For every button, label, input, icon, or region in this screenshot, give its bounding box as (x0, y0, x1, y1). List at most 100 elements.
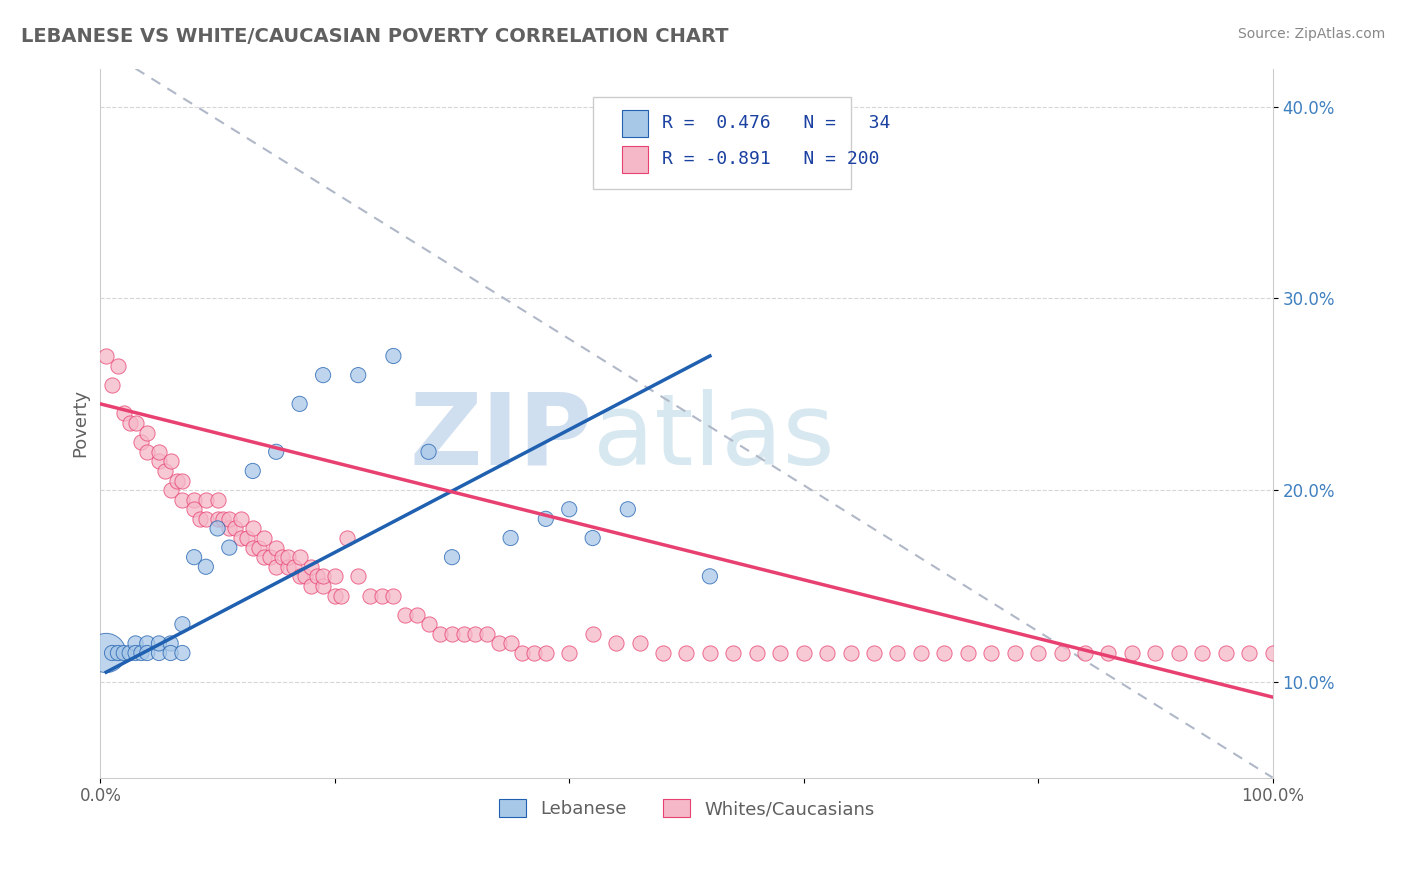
FancyBboxPatch shape (593, 97, 851, 189)
Point (335, 531, 357, 545)
Point (294, 569, 316, 583)
Point (347, 368, 370, 383)
Point (136, 425, 159, 440)
Point (582, 531, 605, 545)
Point (159, 454, 181, 468)
Text: atlas: atlas (593, 389, 834, 486)
Point (723, 646, 745, 660)
Point (253, 531, 276, 545)
Point (1074, 646, 1097, 660)
Point (558, 646, 581, 660)
Point (194, 559, 217, 574)
Point (264, 444, 287, 458)
Point (236, 531, 259, 545)
Point (172, 646, 194, 660)
Point (323, 589, 346, 603)
Point (194, 492, 217, 507)
Point (394, 607, 416, 622)
Point (183, 492, 205, 507)
Point (207, 521, 229, 535)
Point (124, 636, 146, 650)
Point (218, 521, 240, 535)
Point (253, 550, 276, 565)
Point (1097, 646, 1119, 660)
Text: R = -0.891   N = 200: R = -0.891 N = 200 (662, 150, 879, 168)
Point (96, 646, 118, 660)
Point (628, 636, 651, 650)
Point (148, 636, 170, 650)
Point (136, 646, 159, 660)
Point (131, 435, 153, 450)
Point (159, 483, 181, 497)
Point (148, 444, 170, 458)
Point (299, 559, 322, 574)
Point (699, 569, 721, 583)
Point (207, 492, 229, 507)
Point (107, 646, 129, 660)
Point (1237, 646, 1260, 660)
Point (131, 646, 153, 660)
Point (312, 368, 335, 383)
Point (166, 474, 188, 488)
Text: R =  0.476   N =   34: R = 0.476 N = 34 (662, 114, 890, 132)
Legend: Lebanese, Whites/Caucasians: Lebanese, Whites/Caucasians (491, 791, 882, 825)
Point (512, 646, 534, 660)
Point (264, 541, 287, 555)
Point (183, 502, 205, 516)
Point (534, 512, 557, 526)
Point (488, 636, 510, 650)
Point (288, 397, 311, 411)
Point (112, 646, 135, 660)
Point (523, 646, 546, 660)
Point (934, 646, 956, 660)
Point (159, 636, 181, 650)
Point (159, 646, 181, 660)
Point (288, 550, 311, 565)
Point (247, 541, 270, 555)
Point (475, 627, 498, 641)
Point (370, 589, 392, 603)
Text: Source: ZipAtlas.com: Source: ZipAtlas.com (1237, 27, 1385, 41)
Point (112, 407, 135, 421)
Point (118, 646, 141, 660)
Point (652, 646, 675, 660)
Point (242, 464, 264, 478)
Point (148, 646, 170, 660)
Point (499, 636, 522, 650)
Point (534, 646, 557, 660)
Point (347, 569, 370, 583)
FancyBboxPatch shape (621, 110, 648, 136)
Point (863, 646, 886, 660)
Point (312, 569, 335, 583)
Point (359, 589, 381, 603)
Point (96, 349, 118, 363)
Point (1144, 646, 1167, 660)
Point (101, 646, 124, 660)
Point (172, 474, 194, 488)
Point (118, 416, 141, 430)
Point (815, 646, 838, 660)
Point (745, 646, 768, 660)
Point (769, 646, 792, 660)
Point (1026, 646, 1049, 660)
Point (172, 617, 194, 632)
Point (499, 531, 522, 545)
Point (307, 569, 329, 583)
Point (288, 569, 311, 583)
Point (558, 502, 581, 516)
Point (136, 636, 159, 650)
Point (1121, 646, 1143, 660)
Point (283, 559, 305, 574)
Point (405, 607, 427, 622)
Point (1261, 646, 1284, 660)
Point (1050, 646, 1073, 660)
Point (212, 512, 235, 526)
Point (453, 627, 475, 641)
Point (224, 521, 246, 535)
Y-axis label: Poverty: Poverty (72, 389, 89, 457)
Point (229, 531, 252, 545)
FancyBboxPatch shape (621, 145, 648, 173)
Point (188, 512, 211, 526)
Point (264, 559, 287, 574)
Point (153, 464, 176, 478)
